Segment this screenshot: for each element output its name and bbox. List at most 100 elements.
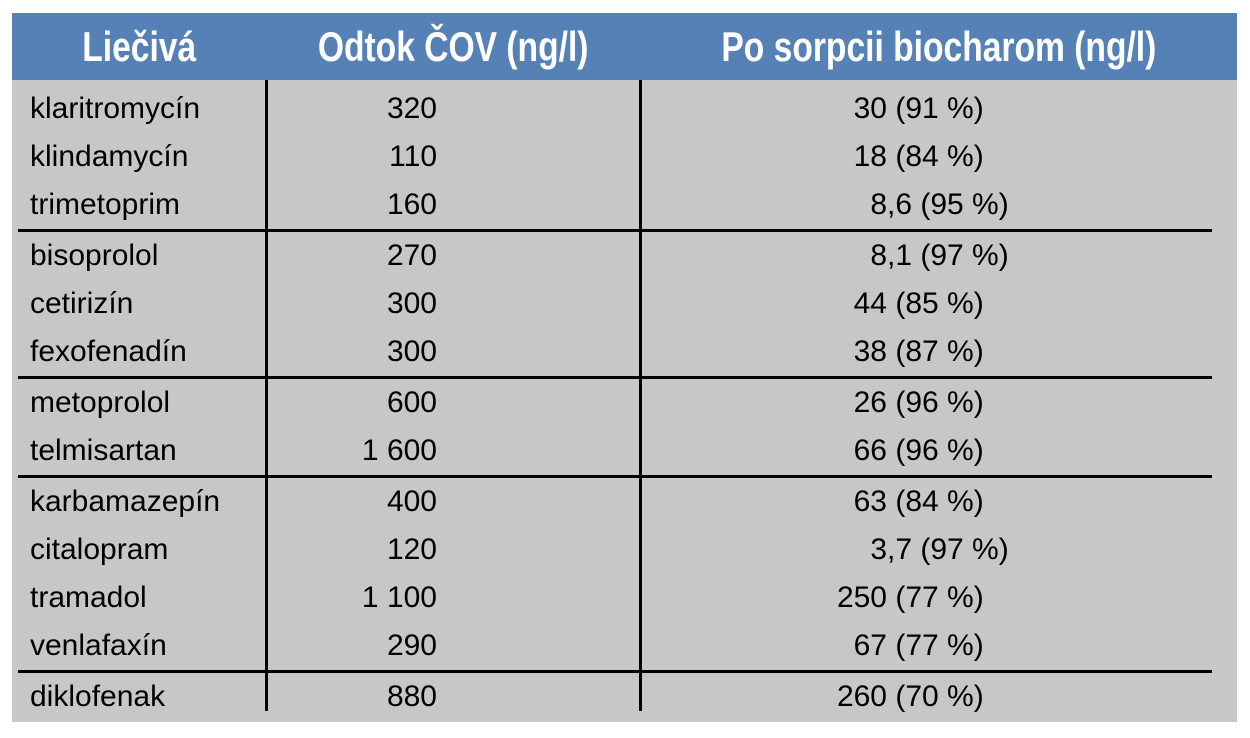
drug-name-cell: trimetoprim [30, 188, 181, 221]
drug-name-cell: bisoprolol [30, 239, 159, 272]
sorption-value-fraction-and-percent: (77 %) [887, 581, 984, 614]
sorption-value-cell: 30 (91 %) [640, 85, 1237, 133]
effluent-value: 110 [389, 140, 437, 173]
effluent-value-cell: 270 [266, 232, 640, 280]
sorption-value-integer-part: 3 [870, 533, 887, 566]
effluent-value-cell: 1 600 [266, 427, 640, 475]
drug-name-cell: citalopram [30, 533, 169, 566]
sorption-value-integer-part: 67 [853, 629, 887, 662]
sorption-value-cell: 66 (96 %) [640, 427, 1237, 475]
table-row: tramadol 1 100 250 (77 %) [12, 574, 1237, 622]
effluent-value-cell: 1 100 [266, 574, 640, 622]
table-row: metoprolol 600 26 (96 %) [12, 379, 1237, 427]
sorption-value-fraction-and-percent: (87 %) [887, 335, 984, 368]
effluent-value: 1 600 [361, 434, 437, 467]
table-header-row: Liečivá Odtok ČOV (ng/l) Po sorpcii bioc… [12, 13, 1237, 80]
column-header-drugs: Liečivá [12, 23, 266, 71]
sorption-value-fraction-and-percent: (77 %) [887, 629, 984, 662]
sorption-value-fraction-and-percent: ,6 (95 %) [887, 188, 1009, 221]
effluent-value-cell: 400 [266, 478, 640, 526]
sorption-value-cell: 250 (77 %) [640, 574, 1237, 622]
sorption-value-cell: 18 (84 %) [640, 133, 1237, 181]
column-header-after-biochar-sorption: Po sorpcii biocharom (ng/l) [640, 23, 1237, 71]
sorption-value-fraction-and-percent: ,7 (97 %) [887, 533, 1009, 566]
sorption-value-integer-part: 63 [853, 485, 887, 518]
sorption-value-fraction-and-percent: (91 %) [887, 92, 984, 125]
sorption-value-cell: 8,1 (97 %) [640, 232, 1237, 280]
effluent-value: 1 100 [361, 581, 437, 614]
sorption-value-fraction-and-percent: (70 %) [887, 680, 984, 713]
effluent-value: 300 [386, 335, 437, 368]
effluent-value-cell: 110 [266, 133, 640, 181]
effluent-value: 120 [386, 533, 437, 566]
sorption-value-integer-part: 8 [870, 188, 887, 221]
table-row: diklofenak 880 260 (70 %) [12, 673, 1237, 721]
drug-name-cell: tramadol [30, 581, 147, 614]
sorption-value-integer-part: 18 [853, 140, 887, 173]
row-group: karbamazepín 400 63 (84 %) citalopram 120 3,7… [12, 478, 1237, 670]
sorption-value-integer-part: 38 [853, 335, 887, 368]
sorption-value-fraction-and-percent: (85 %) [887, 287, 984, 320]
group-separator-line [18, 475, 1212, 478]
sorption-value-integer-part: 44 [853, 287, 887, 320]
row-group: metoprolol 600 26 (96 %) telmisartan 1 600 66… [12, 379, 1237, 475]
sorption-value-fraction-and-percent: (84 %) [887, 485, 984, 518]
sorption-value-fraction-and-percent: (84 %) [887, 140, 984, 173]
drug-name-cell: cetirizín [30, 287, 134, 320]
sorption-value-fraction-and-percent: (96 %) [887, 434, 984, 467]
effluent-value-cell: 300 [266, 328, 640, 376]
row-groups: klaritromycín 320 30 (91 %) klindamycín 110 1… [12, 85, 1237, 721]
drug-name-cell: fexofenadín [30, 335, 187, 368]
data-table: Liečivá Odtok ČOV (ng/l) Po sorpcii bioc… [12, 13, 1237, 722]
drug-name-cell: venlafaxín [30, 629, 167, 662]
sorption-value-integer-part: 250 [836, 581, 887, 614]
sorption-value-cell: 26 (96 %) [640, 379, 1237, 427]
table-row: klaritromycín 320 30 (91 %) [12, 85, 1237, 133]
sorption-value-cell: 8,6 (95 %) [640, 181, 1237, 229]
drug-name-cell: klaritromycín [30, 92, 201, 125]
column-header-after-biochar-sorption-label: Po sorpcii biocharom (ng/l) [721, 22, 1156, 70]
effluent-value-cell: 120 [266, 526, 640, 574]
table-row: venlafaxín 290 67 (77 %) [12, 622, 1237, 670]
effluent-value-cell: 290 [266, 622, 640, 670]
sorption-value-fraction-and-percent: ,1 (97 %) [887, 239, 1009, 272]
sorption-value-cell: 38 (87 %) [640, 328, 1237, 376]
sorption-value-cell: 63 (84 %) [640, 478, 1237, 526]
sorption-value-integer-part: 8 [870, 239, 887, 272]
sorption-value-integer-part: 30 [853, 92, 887, 125]
effluent-value: 160 [386, 188, 437, 221]
table-row: fexofenadín 300 38 (87 %) [12, 328, 1237, 376]
row-group: bisoprolol 270 8,1 (97 %) cetirizín 300 44 (8… [12, 232, 1237, 376]
effluent-value: 300 [386, 287, 437, 320]
row-group: klaritromycín 320 30 (91 %) klindamycín 110 1… [12, 85, 1237, 229]
effluent-value-cell: 160 [266, 181, 640, 229]
column-header-wwtp-effluent: Odtok ČOV (ng/l) [266, 23, 640, 71]
effluent-value-cell: 300 [266, 280, 640, 328]
table-row: klindamycín 110 18 (84 %) [12, 133, 1237, 181]
effluent-value: 880 [386, 680, 437, 713]
effluent-value: 270 [386, 239, 437, 272]
column-header-drugs-label: Liečivá [82, 22, 196, 70]
sorption-value-fraction-and-percent: (96 %) [887, 386, 984, 419]
sorption-value-integer-part: 260 [836, 680, 887, 713]
sorption-value-cell: 44 (85 %) [640, 280, 1237, 328]
row-group: diklofenak 880 260 (70 %) [12, 673, 1237, 721]
effluent-value-cell: 600 [266, 379, 640, 427]
group-separator-line [18, 376, 1212, 379]
column-header-wwtp-effluent-label: Odtok ČOV (ng/l) [317, 22, 589, 70]
sorption-value-cell: 67 (77 %) [640, 622, 1237, 670]
effluent-value: 400 [386, 485, 437, 518]
sorption-value-cell: 3,7 (97 %) [640, 526, 1237, 574]
table-row: bisoprolol 270 8,1 (97 %) [12, 232, 1237, 280]
drug-name-cell: telmisartan [30, 434, 177, 467]
effluent-value: 290 [386, 629, 437, 662]
drug-name-cell: klindamycín [30, 140, 189, 173]
drug-name-cell: diklofenak [30, 680, 166, 713]
effluent-value: 600 [386, 386, 437, 419]
table-body: klaritromycín 320 30 (91 %) klindamycín 110 1… [12, 80, 1237, 722]
drug-name-cell: metoprolol [30, 386, 171, 419]
group-separator-line [18, 229, 1212, 232]
effluent-value-cell: 320 [266, 85, 640, 133]
table-row: telmisartan 1 600 66 (96 %) [12, 427, 1237, 475]
